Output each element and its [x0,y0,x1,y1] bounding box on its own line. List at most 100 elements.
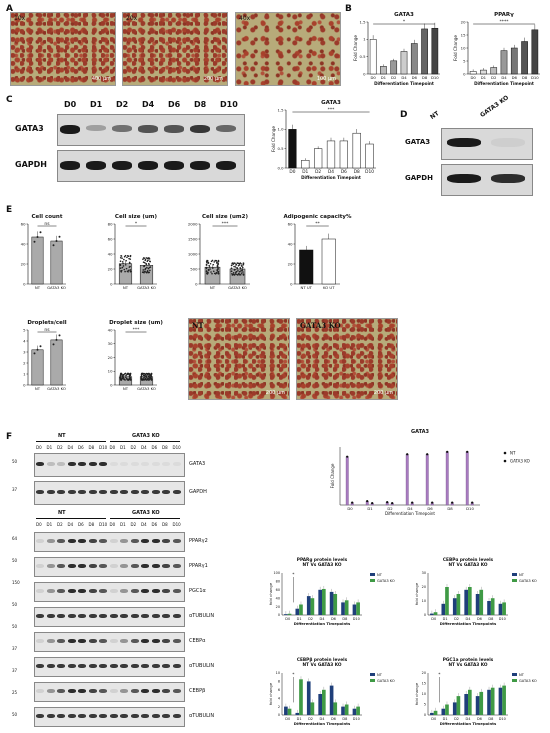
x-tick-label: D1 [443,617,448,621]
data-point [217,260,220,263]
blot-band [120,689,128,693]
blot-band [120,664,128,668]
y-tick-label: 80 [108,221,113,226]
legend-nt-swatch [370,673,375,676]
data-point [150,378,153,381]
x-tick-label: D10 [499,617,506,621]
scale-bar-label: 100 μm [316,76,336,82]
significance-label: ** [315,221,320,227]
lane-label: D0 [109,445,116,450]
lane-label: D6 [78,522,84,527]
x-tick-label: NT [123,285,129,290]
data-point [123,255,126,258]
ko-bar [322,588,326,615]
y-tick-label: 2000 [188,221,198,226]
x-tick-label: NT [35,386,41,391]
blot-band [46,664,55,668]
y-tick-label: 100 [274,571,280,575]
blot-band [162,589,170,593]
data-point [209,268,211,270]
x-tick-label: NT [35,285,41,290]
nt-bar [345,456,349,506]
data-point [216,269,219,272]
blot-band [141,714,149,718]
blot-band [99,539,107,543]
blot-band [60,161,80,170]
x-axis-label: Differentiation Timepoints [294,621,351,626]
blot-band [151,589,160,593]
group-bracket [110,441,180,442]
blot-row-label: GATA3 [189,461,206,467]
blot-band [164,125,184,133]
chart-title: Cell count [32,214,63,220]
data-point [142,374,145,377]
x-tick-label: GATA3 KO [137,285,156,290]
blot-row-label: PPARγ1 [189,563,208,569]
blot-strip [34,682,185,702]
x-tick-label: D4 [466,717,472,721]
mw-marker: 50 [12,459,18,464]
blot-band [141,462,149,466]
droplet-size-chart: Droplet size (um) 0 10 20 30 40 NT GATA3 KO *** [108,320,164,391]
blot-band [216,161,236,170]
bar [531,29,539,75]
blot-band [67,462,76,466]
ko-point [471,501,474,504]
x-tick-label: D0 [370,75,376,80]
chart-subtitle: NT Vs GATA3 KO [448,562,487,568]
micrograph-label: 40x [239,15,251,22]
ko-point [351,501,354,504]
x-tick-label: D10 [353,717,360,721]
legend-ko-swatch [370,579,375,582]
nt-bar [464,694,468,715]
lane-label: D4 [141,445,147,450]
blot-band [109,539,118,543]
x-tick-label: NT [210,285,216,290]
data-point [208,264,211,267]
data-point [146,269,149,272]
blot-band [88,564,97,568]
chart-subtitle: NT Vs GATA3 KO [302,662,341,668]
blot-band [162,539,170,543]
chart-title: CEBPβ protein levels [297,657,348,663]
data-point [121,266,124,269]
data-point [242,271,244,273]
data-point [238,270,241,273]
data-point [141,372,143,375]
nt-bar [341,706,345,715]
chart-subtitle: NT Vs GATA3 KO [448,662,487,668]
group-label: NT [58,433,66,439]
scale-bar-label: 200 μm [265,390,285,396]
y-tick-label: 2 [278,705,280,709]
blot-band [78,639,86,643]
nt-point [406,453,409,456]
y-tick-label: 5 [23,327,26,332]
nt-bar [430,712,434,715]
x-tick-label: D1 [367,506,373,511]
blot-band [172,539,181,543]
data-point [125,374,127,377]
legend-nt-label: NT [519,573,525,577]
data-point [234,262,236,265]
x-tick-label: D4 [320,717,326,721]
data-point [230,267,233,270]
blot-band [130,639,139,643]
panel-c-chart: GATA3 0.0 0.5 1.0 1.5 Fold Change D0 D1 D2 D4 D6 D8… [271,100,376,180]
nt-bar [487,689,491,715]
y-tick-label: 0.0 [277,165,284,170]
nt-bar [306,596,311,615]
lane-label: D2 [116,100,129,109]
chart-title: PPARγ [494,12,514,18]
blot-band [57,539,65,543]
x-tick-label: D2 [387,506,393,511]
blot-band [57,639,65,643]
nt-bar [284,706,288,715]
y-tick-label: 10 [422,692,426,696]
data-point [119,264,122,267]
lane-label: D10 [99,522,108,527]
blot-band [78,462,86,466]
data-point [33,240,36,243]
micrograph-label: 20x [126,15,138,22]
data-point [232,271,235,274]
